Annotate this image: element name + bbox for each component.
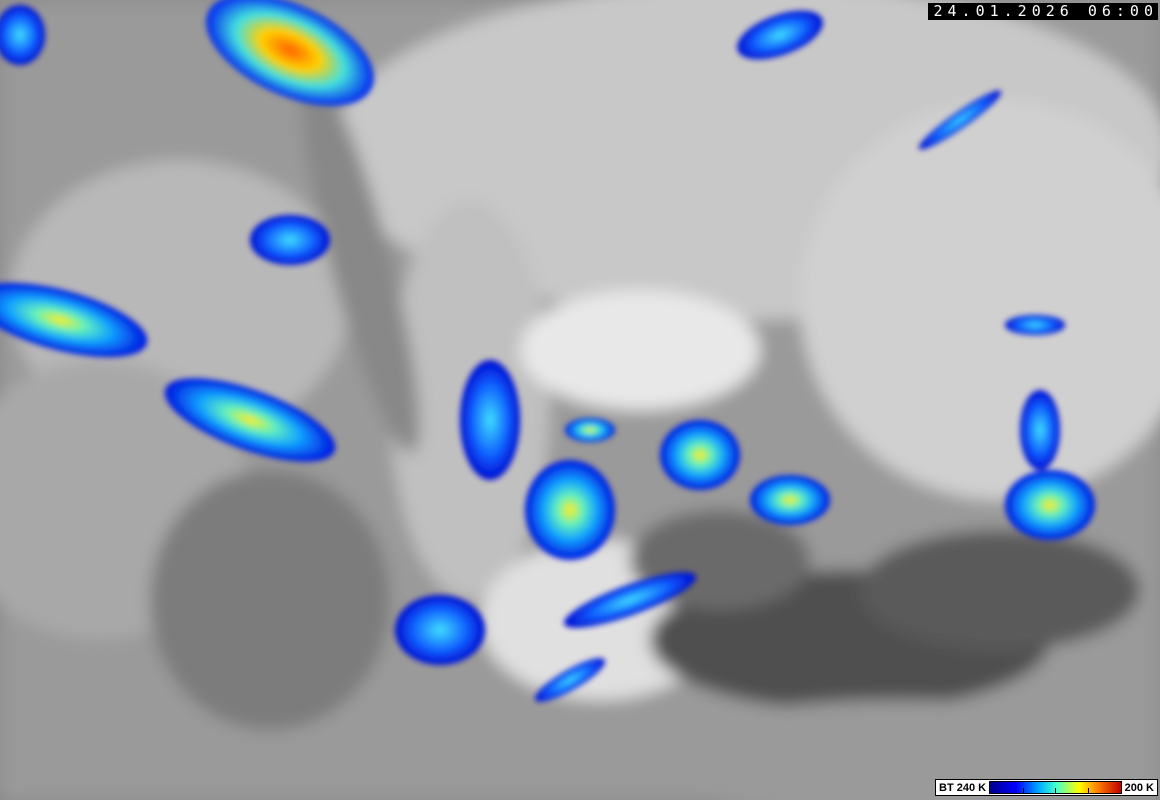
color-scale-bar [989, 781, 1122, 794]
color-scale-tick [1088, 788, 1089, 793]
color-scale-tick [1055, 788, 1057, 793]
legend-label-right: 200 K [1124, 781, 1154, 794]
cold-cloud-tops [0, 0, 1095, 702]
legend-label-left: BT 240 K [939, 781, 987, 794]
color-scale-legend: BT 240 K 200 K [935, 779, 1158, 796]
color-scale-tick [1022, 788, 1024, 793]
timestamp: 24.01.2026 06:00 [927, 3, 1158, 20]
